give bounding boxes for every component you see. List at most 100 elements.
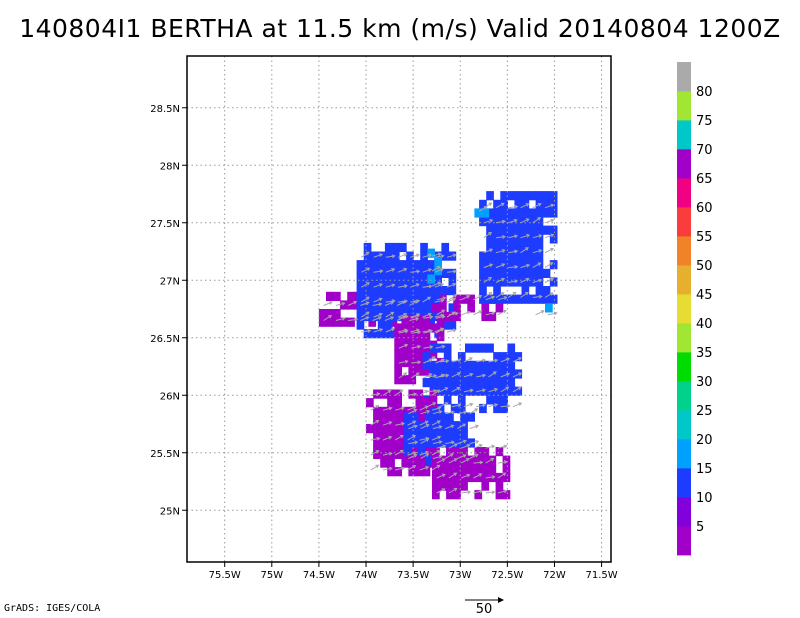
cell bbox=[408, 340, 417, 350]
cell bbox=[453, 311, 461, 322]
wind-arrowhead bbox=[436, 464, 441, 469]
wind-arrow bbox=[431, 464, 440, 471]
cell bbox=[417, 421, 426, 431]
cell bbox=[408, 323, 417, 333]
cell bbox=[446, 481, 454, 491]
x-axis: 75.5W 75W 74.5W 74W 73.5W 73W 72.5W 72W 71.5W bbox=[209, 562, 618, 581]
cell bbox=[441, 242, 450, 253]
wind-arrowhead bbox=[379, 253, 384, 257]
cell bbox=[424, 455, 433, 465]
wind-arrowhead bbox=[440, 283, 445, 287]
wind-arrow bbox=[446, 329, 456, 333]
cell bbox=[486, 242, 494, 253]
wind-arrowhead bbox=[388, 406, 393, 411]
wind-arrowhead bbox=[479, 460, 484, 465]
wind-arrow bbox=[439, 387, 448, 393]
cell bbox=[500, 403, 508, 414]
wind-arrow bbox=[419, 420, 429, 426]
cell bbox=[436, 360, 445, 370]
wind-arrow bbox=[469, 425, 479, 430]
cell bbox=[507, 378, 516, 388]
wind-arrowhead bbox=[375, 450, 380, 454]
cell bbox=[486, 360, 494, 370]
cell bbox=[479, 378, 487, 388]
cell bbox=[467, 472, 475, 483]
cell bbox=[363, 277, 372, 287]
cell bbox=[457, 378, 466, 388]
cell bbox=[377, 320, 386, 330]
cell bbox=[446, 490, 454, 500]
wind-arrowhead bbox=[489, 218, 494, 223]
wind-arrow bbox=[407, 435, 416, 441]
cell bbox=[403, 447, 412, 457]
cell bbox=[481, 472, 490, 483]
cell bbox=[384, 260, 393, 270]
cell bbox=[457, 360, 466, 370]
cell bbox=[507, 268, 516, 278]
wind-arrow bbox=[483, 277, 492, 283]
wind-arrow bbox=[373, 253, 383, 258]
wind-arrowhead bbox=[467, 490, 472, 495]
cell bbox=[495, 481, 504, 491]
wind-arrowhead bbox=[501, 263, 506, 267]
wind-arrow bbox=[544, 248, 554, 254]
y-tick-label: 26N bbox=[160, 391, 180, 402]
wind-arrowhead bbox=[491, 490, 496, 495]
wind-arrowhead bbox=[463, 410, 468, 415]
wind-arrow bbox=[432, 426, 442, 430]
wind-arrowhead bbox=[449, 453, 454, 457]
cell bbox=[441, 251, 450, 261]
reference-arrowhead bbox=[498, 597, 504, 603]
wind-arrowhead bbox=[375, 405, 380, 409]
cell bbox=[443, 378, 452, 388]
wind-arrow bbox=[348, 318, 358, 321]
cell bbox=[514, 242, 523, 253]
cell bbox=[370, 329, 379, 339]
wind-arrow bbox=[508, 206, 518, 209]
cell bbox=[472, 378, 480, 388]
wind-arrowhead bbox=[444, 387, 449, 391]
cell bbox=[420, 242, 428, 253]
cell bbox=[507, 386, 516, 396]
wind-arrowhead bbox=[376, 392, 381, 396]
wind-arrowhead bbox=[438, 425, 443, 429]
cell bbox=[460, 472, 468, 483]
wind-arrow bbox=[420, 438, 429, 445]
wind-arrowhead bbox=[524, 291, 529, 296]
cell bbox=[493, 217, 501, 227]
cell bbox=[460, 455, 468, 465]
cell bbox=[500, 369, 508, 379]
cell bbox=[479, 199, 487, 209]
wind-arrow bbox=[497, 310, 507, 316]
cell bbox=[380, 415, 388, 425]
wind-arrowhead bbox=[444, 402, 449, 406]
cell bbox=[340, 300, 348, 310]
wind-arrow bbox=[407, 465, 416, 471]
cell bbox=[356, 268, 365, 278]
cell bbox=[387, 406, 395, 416]
wind-arrow bbox=[495, 202, 505, 209]
wind-arrowhead bbox=[354, 317, 359, 322]
wind-arrowhead bbox=[415, 317, 420, 321]
cell bbox=[429, 403, 438, 414]
cell bbox=[481, 481, 490, 491]
cell bbox=[370, 277, 379, 287]
cell bbox=[387, 441, 395, 451]
wind-arrow bbox=[382, 436, 392, 441]
cell bbox=[401, 332, 410, 342]
cell bbox=[507, 260, 516, 270]
cell bbox=[394, 424, 402, 434]
wind-arrow bbox=[431, 389, 440, 396]
wind-arrow bbox=[335, 317, 345, 321]
wind-arrowhead bbox=[491, 311, 496, 316]
wind-arrowhead bbox=[525, 218, 530, 222]
cell bbox=[446, 412, 454, 422]
wind-arrowhead bbox=[525, 277, 530, 282]
wind-arrow bbox=[372, 303, 382, 306]
cell bbox=[422, 360, 431, 370]
cell bbox=[436, 378, 445, 388]
wind-arrowhead bbox=[440, 328, 445, 332]
cell bbox=[453, 438, 461, 448]
cell bbox=[528, 242, 537, 253]
cell bbox=[366, 424, 374, 434]
